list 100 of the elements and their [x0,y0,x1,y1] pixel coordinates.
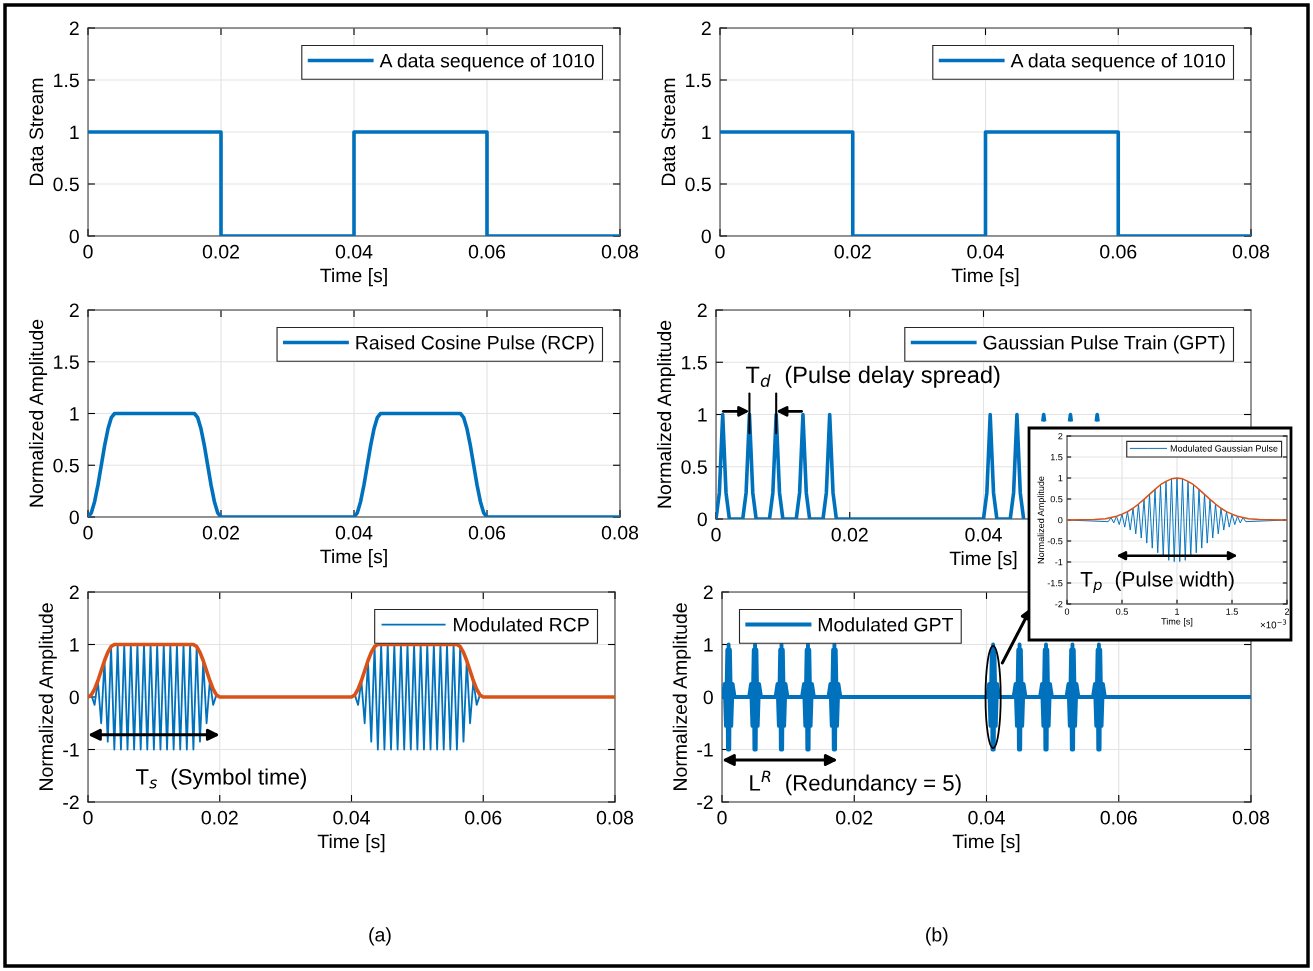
y-tick-label: 1.5 [1050,454,1063,461]
x-tick-label: 0 [83,810,93,825]
legend-label: Raised Cosine Pulse (RCP) [356,335,594,354]
y-axis-title: Normalized Amplitude [1037,476,1046,564]
annotation: L$^{R}$ (Redundancy = 5) [750,770,961,796]
y-axis-title: Normalized Amplitude [38,603,57,790]
annotation: T$_{s}$ (Symbol time) [135,768,306,790]
x-tick-label: 1.5 [1226,608,1238,615]
y-tick-label: 1.5 [54,73,79,88]
x-tick-label: 0.02 [201,810,238,825]
x-axis-title: Time [s] [949,551,1017,570]
y-tick-label: 2 [69,585,79,600]
y-axis-title: Normalized Amplitude [656,320,676,508]
x-tick-label: 0.04 [335,525,373,540]
y-tick-label: 1.5 [682,355,707,370]
x-tick-label: 0.06 [468,525,506,540]
y-axis-title: Data Stream [29,78,44,185]
y-tick-label: 0.5 [53,177,79,192]
x-tick-label: 0.04 [965,527,1002,542]
y-tick-label: 0 [703,690,713,705]
text: (b) [926,927,948,946]
y-tick-label: -1 [697,743,713,757]
x-tick-label: 0.08 [601,525,639,540]
y-tick-label: 0 [701,229,711,244]
y-tick-label: 2 [703,585,713,600]
x-tick-label: 0 [1064,608,1070,615]
legend-label: A data sequence of 1010 [1010,53,1225,72]
x-tick-label: 0.02 [831,527,868,542]
y-tick-label: 1 [1058,475,1063,482]
y-tick-label: -0.5 [1047,537,1063,545]
text: (a) [369,927,391,946]
y-tick-label: 2 [69,21,79,36]
legend-label: Modulated GPT [818,617,954,632]
y-axis-title: Normalized Amplitude [28,319,48,507]
y-tick-label: 1 [704,638,713,652]
y-tick-label: 0.5 [685,177,711,192]
y-tick-label: 0 [69,690,79,705]
y-tick-label: -1 [63,743,79,757]
x-tick-label: 0.08 [1232,244,1270,259]
line-series [1067,477,1287,521]
x-tick-label: 0.06 [465,810,502,825]
x-tick-label: 0 [83,244,93,259]
y-axis-title: Normalized Amplitude [672,603,691,790]
x-tick-label: 0.06 [1100,244,1137,259]
y-tick-label: 1.5 [54,355,79,369]
y-axis-title: Data Stream [661,78,676,185]
annotation: T$_{p}$ (Pulse width) [1080,571,1234,593]
y-tick-label: 1.5 [686,73,711,88]
x-tick-label: 0.5 [1116,608,1128,615]
line-series [88,642,615,699]
x-axis-title: Time [s] [951,268,1019,287]
x-axis-title: Time [s] [952,834,1020,853]
line-series [722,642,1251,752]
y-tick-label: -1 [1055,559,1063,566]
x-tick-label: 0.08 [596,810,634,825]
y-tick-label: 0.5 [681,460,707,474]
x-tick-label: 0.04 [335,244,373,259]
annotation: T$_{d}$ (Pulse delay spread) [745,365,1000,388]
y-tick-label: 2 [701,21,711,36]
legend-label: Modulated Gaussian Pulse [1170,445,1278,452]
x-tick-label: 0.04 [333,810,370,825]
x-tick-label: 0.04 [968,810,1005,825]
y-tick-label: 0 [697,512,707,527]
legend-label: A data sequence of 1010 [379,53,594,72]
x-axis-title: Time [s] [1161,617,1193,627]
y-tick-label: -1.5 [1047,580,1063,587]
x-tick-label: 0 [717,810,727,825]
y-tick-label: 1 [698,408,707,422]
x-tick-label: 0.06 [1100,810,1137,825]
x-tick-label: 0.02 [202,525,239,540]
x-tick-label: 0.08 [601,244,639,259]
y-tick-label: 0 [1058,516,1063,524]
y-tick-label: 2 [697,303,707,318]
y-tick-label: 0 [69,229,79,244]
y-tick-label: 2 [1058,432,1063,440]
x-tick-label: 1 [1175,608,1180,615]
x-tick-label: 2 [1284,608,1290,615]
x-axis-title: Time [s] [317,834,385,853]
y-tick-label: 1 [70,638,79,652]
text: ×10$^{−3}$ [1260,619,1287,629]
x-axis-title: Time [s] [320,268,387,287]
x-axis-title: Time [s] [320,549,387,568]
legend-label: Modulated RCP [454,617,589,632]
y-tick-label: 1 [70,407,79,421]
y-tick-label: 0.5 [53,458,79,473]
y-tick-label: -2 [63,795,79,810]
y-tick-label: 2 [69,303,79,318]
x-tick-label: 0.02 [202,244,239,259]
y-tick-label: 1 [70,125,79,140]
y-tick-label: 1 [702,125,711,140]
x-tick-label: 0.08 [1232,810,1270,825]
legend-label: Gaussian Pulse Train (GPT) [983,335,1225,354]
x-tick-label: 0.02 [836,810,873,825]
x-tick-label: 0.02 [834,244,871,259]
x-tick-label: 0.06 [468,244,506,259]
y-tick-label: 0.5 [1050,495,1063,503]
x-tick-label: 0 [83,525,93,540]
y-tick-label: 0 [69,510,79,525]
y-tick-label: -2 [697,795,713,810]
x-tick-label: 0 [715,244,725,259]
